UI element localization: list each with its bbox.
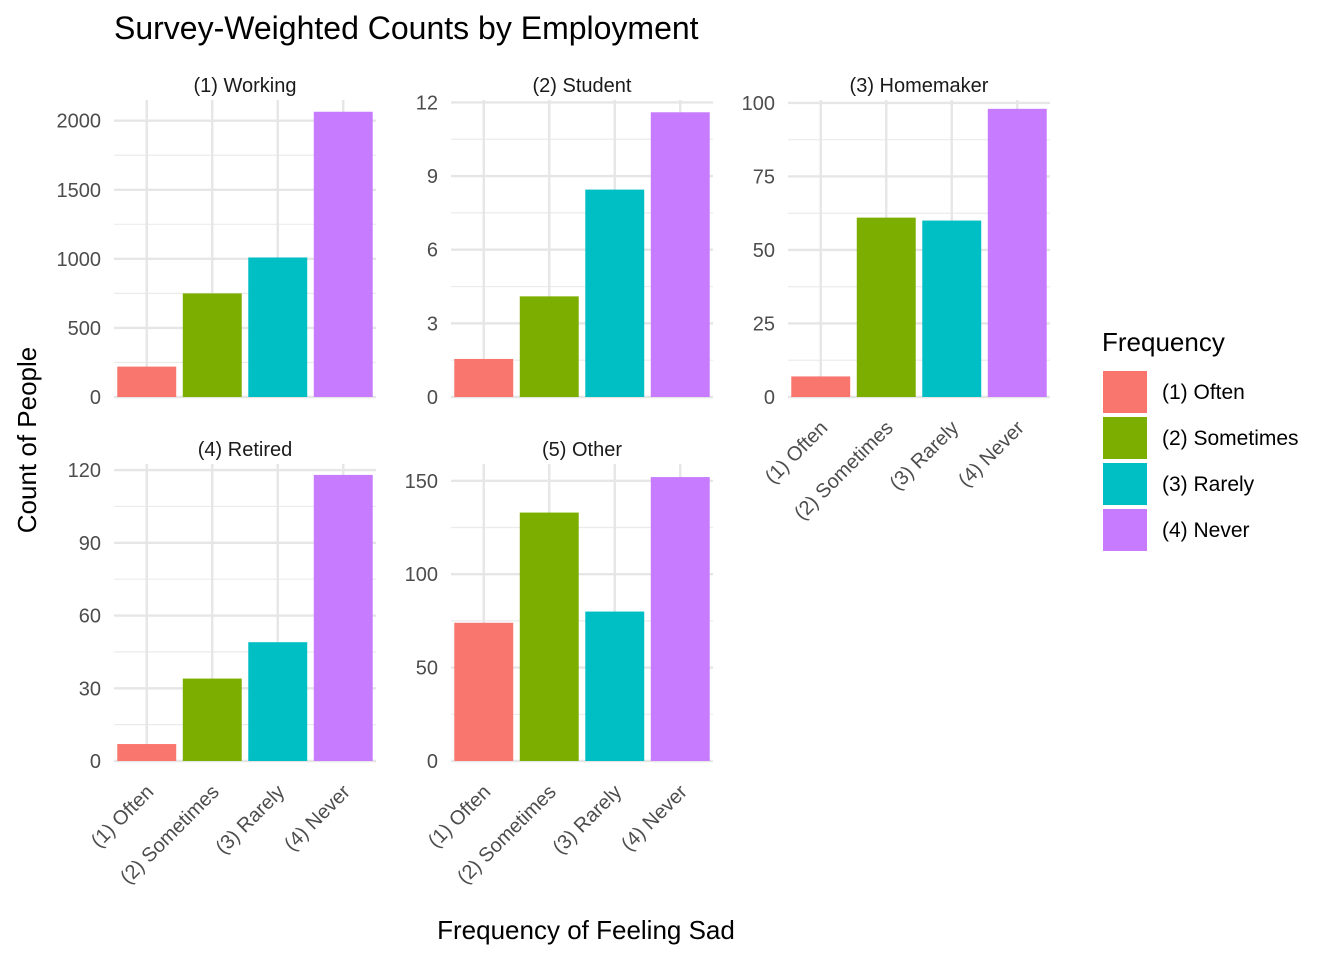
x-tick-label: (3) Rarely [212,781,290,859]
y-axis-title: Count of People [12,347,42,533]
bar [585,611,645,761]
facet-label: (1) Working [194,75,297,97]
legend: Frequency (1) Often (2) Sometimes (3) Rare… [1102,327,1299,551]
legend-label: (1) Often [1162,381,1245,404]
y-tick-label: 120 [68,460,101,482]
legend-key [1103,371,1147,413]
y-tick-label: 25 [753,313,775,335]
y-tick-label: 60 [79,606,101,628]
bar [519,296,579,397]
y-tick-label: 0 [427,751,438,773]
facet-label: (4) Retired [198,439,292,461]
x-tick-label: (4) Never [280,781,355,856]
y-tick-label: 2000 [57,111,102,133]
y-tick-label: 0 [90,387,101,409]
bar [248,257,308,397]
bar [182,678,242,761]
legend-label: (2) Sometimes [1162,427,1299,450]
y-tick-label: 0 [764,387,775,409]
legend-label: (4) Never [1162,519,1250,542]
legend-key [1103,463,1147,505]
bar [650,112,710,397]
bar [182,293,242,397]
y-tick-label: 12 [416,92,438,114]
bar [117,744,177,761]
y-tick-label: 50 [416,658,438,680]
x-tick-label: (3) Rarely [549,781,627,859]
bar [585,189,645,397]
facet-label: (5) Other [542,439,622,461]
facet-label: (2) Student [533,75,632,97]
y-tick-label: 75 [753,166,775,188]
y-tick-label: 6 [427,240,438,262]
y-tick-label: 50 [753,240,775,262]
bar [922,220,982,397]
bar [987,108,1047,398]
y-tick-label: 1500 [57,180,102,202]
legend-title: Frequency [1102,327,1225,357]
bar [519,512,579,761]
y-tick-label: 500 [68,318,101,340]
y-tick-label: 30 [79,678,101,700]
legend-key [1103,509,1147,551]
bar [856,217,916,397]
y-tick-label: 100 [405,564,438,586]
y-tick-label: 0 [90,751,101,773]
x-axis-title: Frequency of Feeling Sad [437,915,735,945]
y-tick-label: 90 [79,533,101,555]
chart-title: Survey-Weighted Counts by Employment [114,10,699,46]
x-tick-label: (4) Never [954,417,1029,492]
y-tick-label: 100 [742,93,775,115]
bar [650,477,710,761]
x-tick-label: (4) Never [617,781,692,856]
bar [117,366,177,397]
y-tick-label: 150 [405,471,438,493]
facet-label: (3) Homemaker [850,75,989,97]
bar [791,376,851,397]
y-tick-label: 0 [427,387,438,409]
bar [248,642,308,761]
y-tick-label: 3 [427,313,438,335]
y-tick-label: 9 [427,166,438,188]
legend-label: (3) Rarely [1162,473,1255,496]
y-tick-label: 1000 [57,249,102,271]
legend-key [1103,417,1147,459]
x-tick-label: (3) Rarely [886,417,964,495]
bar [454,358,514,397]
bar [313,474,373,761]
facet-panel: (2) Student 0 3 6 9 12 [416,75,713,409]
bar [313,111,373,398]
bar [454,622,514,761]
facet-panel: (1) Working 0 500 1000 1500 2000 [57,75,376,409]
